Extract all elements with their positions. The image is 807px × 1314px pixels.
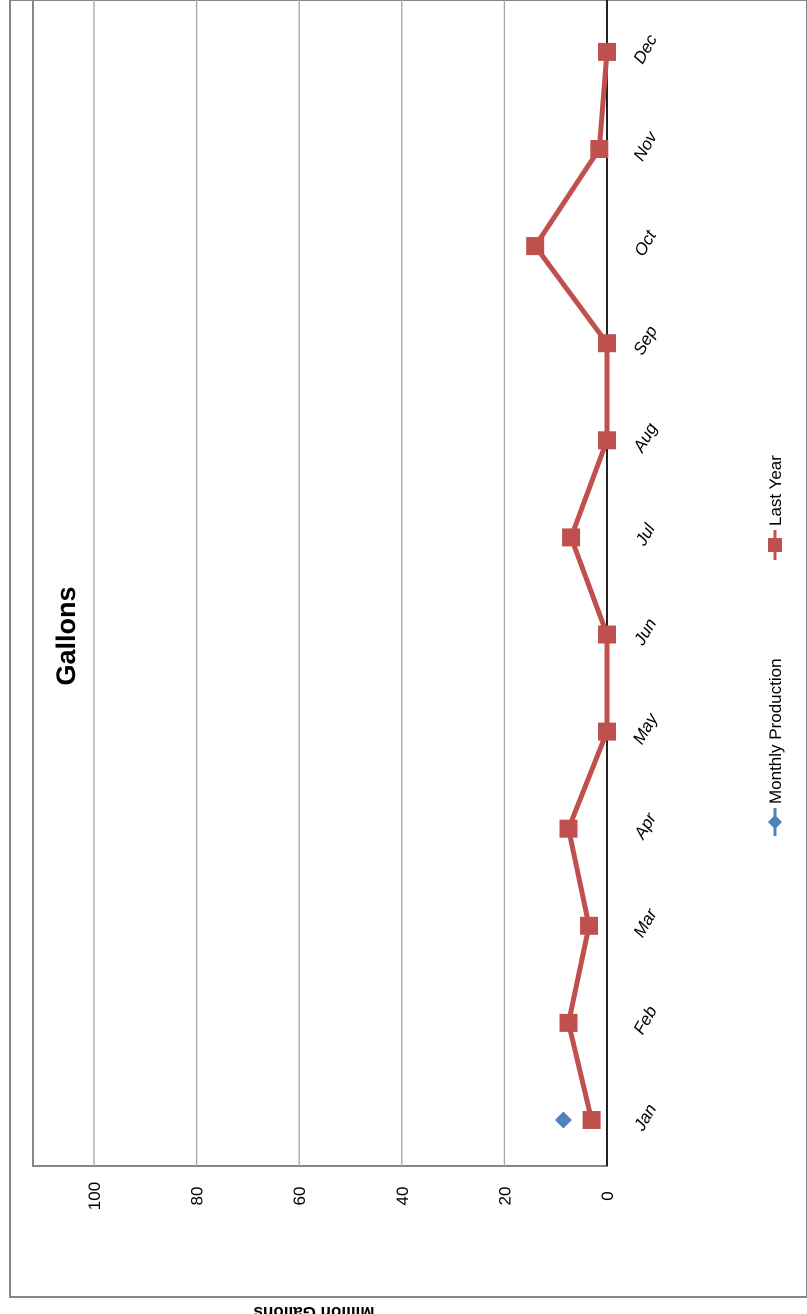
legend-label-last-year: Last Year <box>766 455 785 526</box>
data-point-marker <box>598 42 616 61</box>
legend-marker-square <box>768 538 782 552</box>
data-point-marker <box>526 237 545 256</box>
series-line <box>532 51 610 1121</box>
y-tick-label: 60 <box>290 1187 309 1206</box>
chart-frame <box>9 0 807 1298</box>
data-point-marker <box>598 722 616 741</box>
gridlines <box>93 0 506 1166</box>
data-point-marker <box>554 1111 572 1129</box>
legend-label-monthly-production: Monthly Production <box>766 658 785 804</box>
data-point-marker <box>590 140 609 158</box>
legend-item-last-year: Last Year <box>766 455 785 560</box>
y-tick-labels: 0 20 40 60 80 100 <box>85 1182 617 1210</box>
legend-marker-diamond <box>767 814 783 830</box>
data-point-marker <box>559 819 578 838</box>
chart-title: Gallons <box>51 586 81 685</box>
data-point-marker <box>582 1111 601 1129</box>
y-tick-label: 20 <box>495 1187 514 1206</box>
data-point-marker <box>598 625 616 644</box>
data-point-marker <box>598 431 616 450</box>
legend-item-monthly-production: Monthly Production <box>766 658 785 836</box>
y-tick-label: 40 <box>393 1187 412 1206</box>
y-tick-label: 80 <box>188 1187 207 1206</box>
data-point-marker <box>580 916 599 935</box>
y-tick-label: 0 <box>598 1191 617 1200</box>
series-layer <box>526 42 616 1129</box>
data-point-marker <box>559 1013 578 1032</box>
y-axis-title: Million Gallons <box>254 1303 375 1314</box>
data-point-marker <box>598 334 616 353</box>
plot-area <box>32 0 616 1167</box>
data-point-marker <box>562 528 581 547</box>
legend: Monthly Production Last Year <box>766 455 785 836</box>
y-tick-label: 100 <box>85 1182 104 1210</box>
